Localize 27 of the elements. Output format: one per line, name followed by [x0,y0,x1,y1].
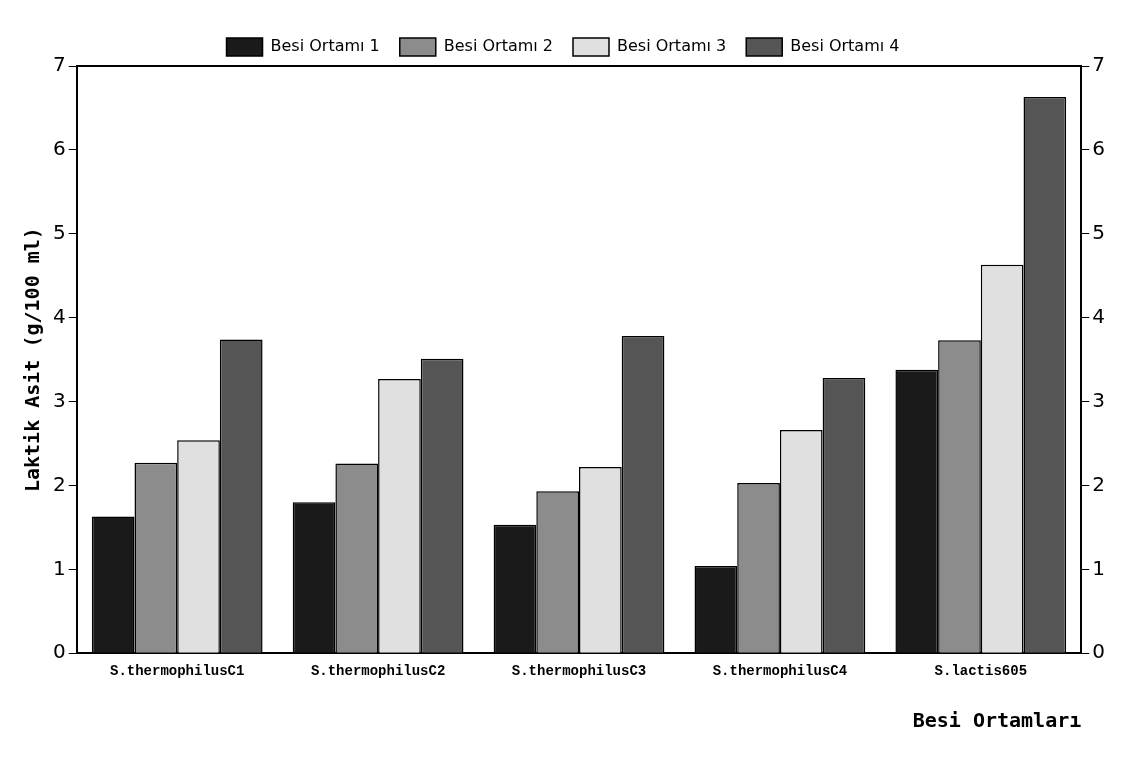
y2-tick-label: 2 [1092,471,1106,496]
y-tick-label: 4 [52,303,66,328]
x-tick-label: S.thermophilusC3 [511,663,647,680]
x-tick-label: S.lactis605 [934,663,1028,680]
y-tick-label: 1 [52,555,66,580]
y-tick-label: 5 [52,219,66,244]
y2-tick-label: 7 [1092,52,1106,77]
legend-label: Besi Ortamı 4 [790,36,900,56]
y2-tick-label: 6 [1092,136,1106,161]
y-tick-label: 0 [52,639,66,664]
legend-label: Besi Ortamı 3 [617,36,727,56]
x-tick-label: S.thermophilusC1 [109,663,245,680]
legend-label: Besi Ortamı 1 [270,36,380,56]
x-axis-title: Besi Ortamları [912,708,1082,733]
y-tick-label: 2 [52,471,66,496]
y-tick-label: 3 [52,387,66,412]
y-tick-label: 6 [52,136,66,161]
y2-tick-label: 3 [1092,387,1106,412]
x-tick-label: S.thermophilusC4 [712,663,848,680]
y2-tick-label: 5 [1092,219,1106,244]
y2-tick-label: 1 [1092,555,1106,580]
y2-tick-label: 4 [1092,303,1106,328]
y-axis-title: Laktik Asit (g/100 ml) [20,227,45,493]
legend-label: Besi Ortamı 2 [443,36,553,56]
y2-tick-label: 0 [1092,639,1106,664]
y-tick-label: 7 [52,52,66,77]
x-tick-label: S.thermophilusC2 [310,663,446,680]
